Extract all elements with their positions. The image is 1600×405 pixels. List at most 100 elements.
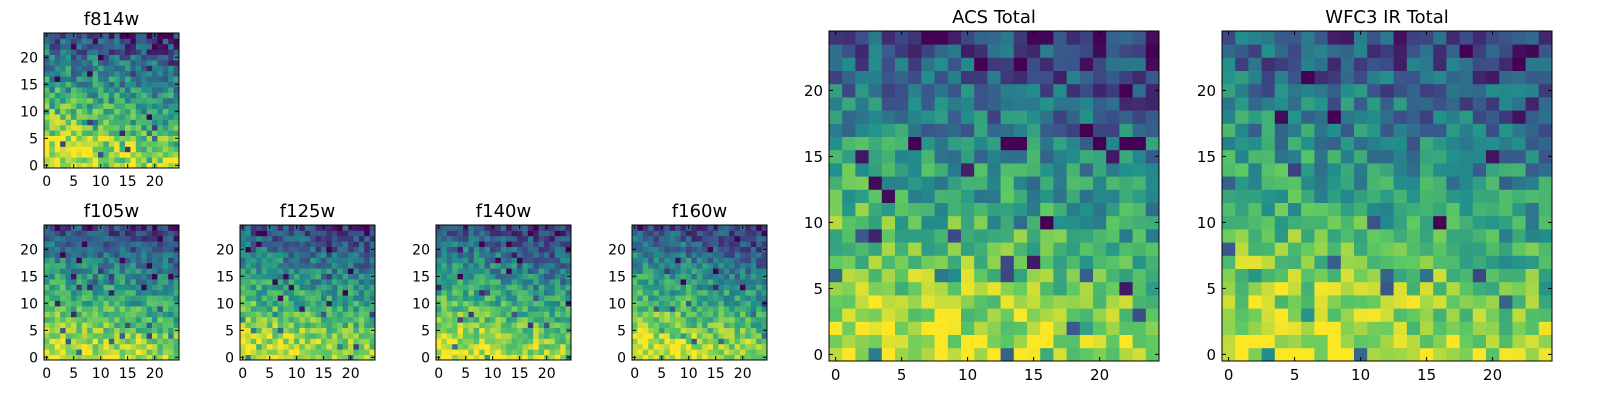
heatmap-cell (135, 349, 142, 355)
x-tick-label: 15 (315, 366, 333, 382)
heatmap-cell (76, 252, 83, 258)
heatmap-cell (49, 241, 56, 247)
heatmap-cell (1222, 334, 1236, 349)
heatmap-cell (141, 230, 147, 237)
heatmap-cell (1512, 215, 1526, 230)
x-tick-label: 20 (538, 366, 556, 382)
heatmap-cell (141, 300, 147, 307)
x-tick-label: 15 (511, 366, 529, 382)
heatmap-cell (538, 235, 545, 242)
y-tick-label: 0 (29, 350, 38, 366)
heatmap-cell (1132, 281, 1147, 296)
heatmap-cell (648, 354, 654, 361)
heatmap-cell (1354, 347, 1368, 362)
heatmap-cell (267, 349, 273, 355)
heatmap-cell (103, 108, 110, 115)
heatmap-cell (691, 333, 698, 339)
heatmap-cell (549, 284, 556, 291)
heatmap-cell (146, 65, 153, 72)
heatmap-cell (337, 257, 343, 264)
heatmap-cell (168, 124, 174, 131)
heatmap-cell (446, 230, 453, 237)
heatmap-cell (729, 338, 735, 345)
heatmap-cell (554, 338, 561, 345)
heatmap-cell (283, 235, 289, 242)
heatmap-cell (565, 235, 572, 242)
heatmap-cell (119, 151, 126, 158)
heatmap-cell (114, 70, 120, 77)
heatmap-cell (511, 284, 518, 291)
heatmap-cell (54, 268, 61, 274)
heatmap-cell (974, 110, 988, 124)
heatmap-cell (304, 295, 311, 301)
heatmap-cell (1301, 202, 1315, 217)
heatmap-cell (369, 338, 376, 345)
heatmap-cell (173, 316, 180, 323)
heatmap-cell (141, 119, 147, 126)
heatmap-cell (272, 273, 279, 280)
heatmap-cell (549, 306, 556, 312)
heatmap-cell (1079, 215, 1094, 230)
heatmap-cell (974, 255, 988, 269)
heatmap-cell (54, 151, 61, 158)
heatmap-cell (664, 300, 671, 307)
heatmap-cell (829, 321, 843, 335)
heatmap-cell (71, 54, 77, 61)
heatmap-cell (65, 157, 72, 163)
heatmap-cell (527, 311, 534, 318)
heatmap-cell (353, 306, 360, 312)
heatmap-cell (337, 252, 343, 258)
heatmap-cell (686, 349, 692, 355)
heatmap-cell (829, 70, 843, 85)
heatmap-cell (517, 349, 523, 355)
heatmap-cell (114, 246, 120, 253)
heatmap-cell (1459, 334, 1474, 349)
heatmap-cell (1066, 123, 1081, 137)
heatmap-cell (696, 273, 703, 280)
heatmap-cell (756, 225, 762, 231)
heatmap-cell (1380, 347, 1394, 362)
heatmap-cell (761, 349, 768, 355)
heatmap-cell (642, 327, 649, 334)
heatmap-cell (881, 189, 896, 203)
heatmap-cell (895, 123, 909, 137)
x-tick-label: 5 (461, 366, 470, 382)
heatmap-cell (358, 333, 365, 339)
heatmap-cell (468, 306, 475, 312)
heatmap-cell (479, 273, 485, 280)
heatmap-cell (114, 235, 120, 242)
heatmap-cell (987, 334, 1001, 349)
heatmap-cell (353, 354, 360, 361)
heatmap-cell (49, 343, 56, 350)
heatmap-cell (125, 76, 131, 82)
heatmap-cell (463, 289, 469, 296)
heatmap-cell (358, 279, 365, 285)
heatmap-cell (1393, 334, 1408, 349)
heatmap-cell (125, 103, 131, 109)
heatmap-cell (98, 246, 104, 253)
heatmap-cell (348, 230, 354, 237)
heatmap-cell (114, 141, 120, 147)
heatmap-cell (168, 119, 174, 126)
heatmap-cell (1499, 97, 1513, 111)
heatmap-cell (436, 295, 442, 301)
heatmap-cell (114, 151, 120, 158)
heatmap-cell (326, 246, 333, 253)
heatmap-cell (337, 273, 343, 280)
heatmap-cell (321, 284, 327, 291)
heatmap-cell (261, 338, 268, 345)
heatmap-cell (756, 322, 762, 328)
heatmap-cell (272, 338, 279, 345)
y-tick-label: 15 (20, 77, 38, 93)
heatmap-cell (152, 235, 158, 242)
heatmap-cell (723, 338, 730, 345)
heatmap-cell (1027, 83, 1041, 98)
heatmap-cell (331, 230, 338, 237)
heatmap-cell (92, 284, 99, 291)
heatmap-cell (908, 57, 922, 71)
heatmap-cell (358, 300, 365, 307)
heatmap-cell (750, 257, 757, 264)
heatmap-cell (1235, 57, 1249, 71)
heatmap-cell (680, 300, 687, 307)
heatmap-cell (157, 300, 164, 307)
